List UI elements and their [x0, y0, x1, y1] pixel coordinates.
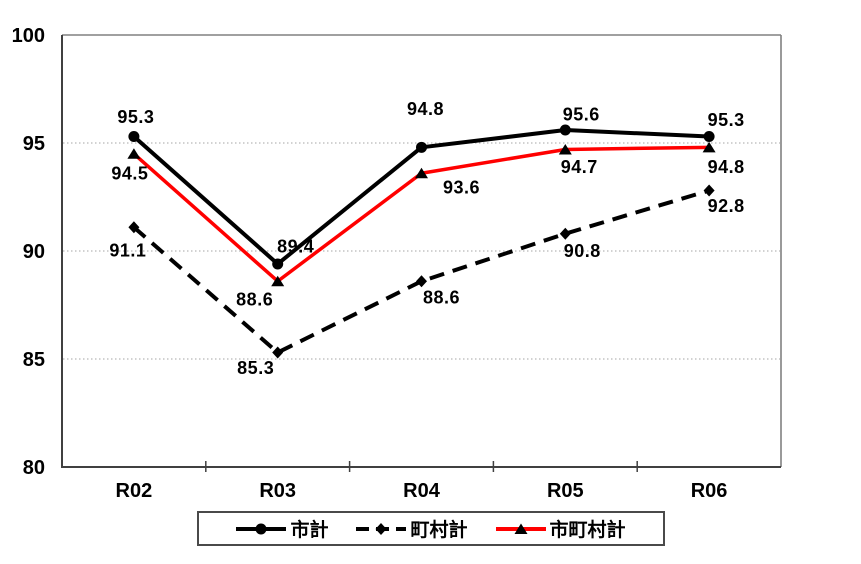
legend-item-series-city-town-village-total: 市町村計 [495, 515, 626, 542]
series-city-total-data-label: 94.8 [407, 99, 444, 119]
series-city-town-village-total-legend-sample-icon [495, 523, 546, 534]
series-city-total-data-label: 95.6 [563, 105, 600, 125]
series-town-village-total-marker [559, 227, 571, 240]
series-town-village-total-marker [416, 275, 427, 288]
x-tick-label: R06 [691, 480, 728, 502]
series-town-village-total-data-label: 88.6 [423, 288, 460, 308]
x-tick-label: R05 [547, 480, 584, 502]
y-tick-label: 80 [23, 457, 45, 479]
x-tick-label: R04 [403, 480, 441, 502]
y-tick-label: 95 [23, 133, 45, 155]
x-tick-label: R02 [116, 480, 153, 502]
series-town-village-total-legend-label: 町村計 [410, 520, 468, 541]
y-tick-label: 100 [12, 25, 45, 47]
series-city-town-village-total-marker [702, 141, 716, 153]
series-town-village-total-data-label: 92.8 [708, 196, 745, 216]
y-tick-label: 90 [23, 241, 45, 263]
series-city-total-data-label: 89.4 [277, 236, 314, 256]
x-tick-label: R03 [259, 480, 296, 502]
series-city-town-village-total-data-label: 94.8 [708, 157, 745, 177]
series-city-town-village-total-marker [558, 143, 572, 155]
series-city-total-legend-sample-icon [236, 523, 287, 534]
series-town-village-total-marker [128, 221, 140, 234]
series-city-total-data-label: 95.3 [117, 107, 154, 127]
series-city-town-village-total-data-label: 88.6 [236, 290, 273, 310]
legend-item-series-town-village-total: 町村計 [356, 515, 468, 542]
series-city-town-village-total-data-label: 94.7 [561, 157, 598, 177]
series-town-village-total-data-label: 91.1 [109, 241, 146, 261]
series-town-village-total-data-label: 90.8 [564, 241, 601, 261]
series-city-total-marker [128, 131, 140, 143]
series-city-town-village-total-data-label: 93.6 [443, 178, 480, 198]
series-city-total-data-label: 95.3 [708, 110, 745, 130]
series-town-village-total-marker [272, 346, 284, 359]
series-city-town-village-total-marker [415, 167, 428, 179]
series-town-village-total-marker [703, 184, 715, 197]
series-city-total-marker [272, 258, 284, 270]
series-city-town-village-total-data-label: 94.5 [111, 163, 148, 183]
series-city-total-marker [559, 124, 571, 136]
series-city-total-marker [416, 141, 427, 153]
series-town-village-total-legend-sample-icon [356, 522, 407, 535]
series-city-town-village-total-marker [127, 148, 141, 159]
series-city-total-legend-label: 市計 [290, 520, 329, 541]
legend-item-series-city-total: 市計 [236, 515, 328, 542]
series-city-total-marker [703, 131, 715, 143]
y-tick-label: 85 [23, 349, 45, 371]
series-town-village-total-data-label: 85.3 [237, 358, 274, 378]
series-city-town-village-total-legend-label: 市町村計 [549, 520, 626, 541]
series-city-town-village-total-marker [271, 275, 285, 287]
chart-legend: 市計 町村計 市町村計 [197, 511, 665, 546]
series-town-village-total-line [132, 188, 710, 355]
